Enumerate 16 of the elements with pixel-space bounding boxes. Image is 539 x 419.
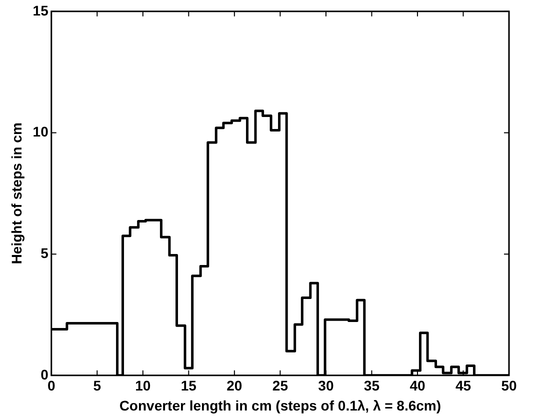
- x-tick-label: 40: [410, 378, 426, 394]
- x-tick-label: 30: [318, 378, 334, 394]
- x-tick-label: 45: [455, 378, 472, 394]
- y-tick-label: 0: [40, 366, 49, 382]
- x-tick-label: 50: [501, 378, 517, 394]
- x-tick-label: 10: [135, 378, 151, 394]
- y-tick-label: 15: [32, 2, 49, 18]
- x-tick-label: 15: [180, 378, 197, 394]
- x-tick-label: 20: [226, 378, 242, 394]
- x-tick-label: 5: [93, 378, 102, 394]
- y-tick-label: 10: [32, 124, 49, 140]
- y-axis-title: Height of steps in cm: [8, 122, 24, 264]
- x-axis-title: Converter length in cm (steps of 0.1λ, λ = 8.6cm): [119, 397, 442, 414]
- x-tick-label: 35: [364, 378, 380, 394]
- x-tick-label: 25: [272, 378, 288, 394]
- y-tick-label: 5: [40, 244, 49, 261]
